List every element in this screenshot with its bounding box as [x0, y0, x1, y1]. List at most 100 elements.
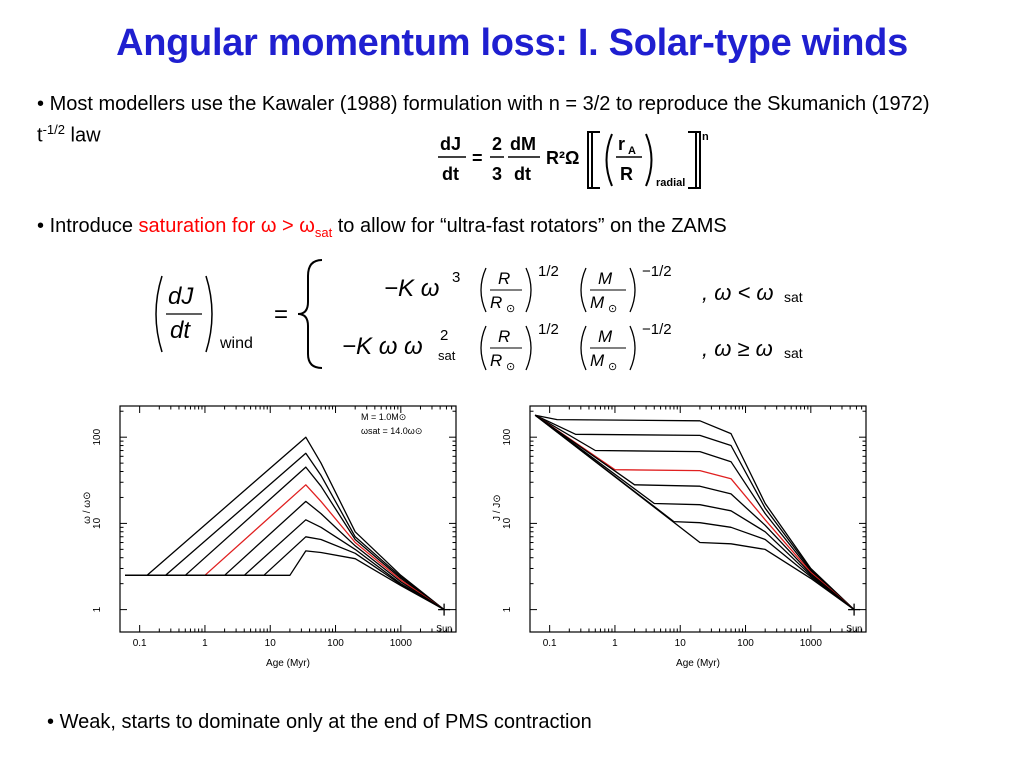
- eq1-dt2: dt: [514, 164, 531, 184]
- y-tick-label: 1: [92, 606, 103, 612]
- evolution-track: [534, 414, 855, 611]
- x-tick-label: 10: [265, 638, 277, 649]
- eq2-row1-msun-sub: ⊙: [608, 303, 617, 315]
- evolution-track: [534, 414, 855, 611]
- angular-momentum-vs-age-plot: 0.1 1 10 100 1000 1 10 100 Age (Myr) J / J⊙ Su…: [492, 405, 867, 669]
- y-axis-label: J / J⊙: [492, 494, 503, 521]
- eq2-row1-rsun: R: [490, 293, 502, 312]
- eq2-wind: wind: [219, 335, 253, 352]
- eq2-cond2: , ω ≥ ω: [702, 336, 773, 361]
- y-axis-ticks: 1 10 100: [92, 410, 456, 612]
- eq1-ra-sub: A: [628, 145, 636, 157]
- eq2-row2-rsun: R: [490, 351, 502, 370]
- plot-frame: [529, 405, 867, 633]
- eq2-row2-mhalf: −1/2: [642, 321, 672, 338]
- saturation-sub: sat: [314, 225, 333, 240]
- frame: [529, 405, 867, 633]
- sun-label: Sun: [846, 624, 862, 634]
- evolution-track: [125, 550, 445, 611]
- bullet-weak: • Weak, starts to dominate only at the e…: [47, 710, 947, 735]
- kawaler-equation: dJ dt = 2 3 dM dt R²Ω r A R radial n: [438, 131, 709, 189]
- x-axis-ticks: 0.1 1 10 100 1000: [543, 406, 867, 649]
- eq1-ra: r: [618, 134, 625, 154]
- eq1-n: n: [702, 131, 709, 143]
- eq2-cond1-sub: sat: [784, 289, 803, 305]
- eq1-r: R: [620, 164, 633, 184]
- bullet-kawaler: • Most modellers use the Kawaler (1988) …: [37, 92, 937, 149]
- y-axis-ticks: 1 10 100: [502, 410, 866, 612]
- x-tick-label: 10: [675, 638, 687, 649]
- evolution-track: [125, 452, 445, 611]
- evolution-track: [125, 436, 445, 611]
- eq1-eq: =: [472, 148, 483, 168]
- eq1-three: 3: [492, 164, 502, 184]
- legend-mass: M = 1.0M⊙: [361, 412, 406, 422]
- eq1-radial: radial: [656, 177, 685, 189]
- x-tick-label: 100: [327, 638, 344, 649]
- frame: [119, 405, 457, 633]
- eq1-dj: dJ: [440, 134, 461, 154]
- eq2-cond2-sub: sat: [784, 345, 803, 361]
- plot-lines: [534, 414, 861, 616]
- eq2-row1-rsun-sub: ⊙: [506, 303, 515, 315]
- y-tick-label: 10: [92, 517, 103, 529]
- eq2-row2-rsun-sub: ⊙: [506, 361, 515, 373]
- y-tick-label: 10: [502, 517, 513, 529]
- eq2-cond1: , ω < ω: [702, 280, 774, 305]
- bullet-marker: •: [37, 215, 45, 237]
- evolution-track: [534, 414, 855, 611]
- bullet-marker: •: [37, 93, 45, 115]
- y-tick-label: 100: [92, 428, 103, 445]
- bullet-suffix: to allow for “ultra-fast rotators” on th…: [332, 215, 727, 237]
- eq2-row2-pow: 2: [440, 327, 448, 344]
- legend-omega-sat: ωsat = 14.0ω⊙: [361, 426, 422, 436]
- eq2-eq: =: [274, 301, 288, 328]
- eq2-dj: dJ: [168, 283, 194, 310]
- eq2-row2-msun-sub: ⊙: [608, 361, 617, 373]
- eq1-r2omega: R²Ω: [546, 148, 579, 168]
- x-tick-label: 100: [737, 638, 754, 649]
- plot-lines: [125, 436, 451, 616]
- eq1-dt: dt: [442, 164, 459, 184]
- eq2-row2-m: M: [598, 327, 613, 346]
- eq2-row1-coef: −K ω: [384, 275, 439, 302]
- evolution-track: [534, 414, 855, 611]
- eq2-row2-coef: −K ω ω: [342, 333, 423, 360]
- evolution-track: [534, 414, 855, 611]
- sun-label: Sun: [436, 624, 452, 634]
- bullet-text: Weak, starts to dominate only at the end…: [59, 711, 592, 733]
- x-tick-label: 1: [612, 638, 618, 649]
- slide-title: Angular momentum loss: I. Solar-type win…: [116, 22, 908, 64]
- eq2-row1-half: 1/2: [538, 263, 559, 280]
- plot-frame: [119, 405, 457, 633]
- eq2-row1-mhalf: −1/2: [642, 263, 672, 280]
- x-tick-label: 1: [202, 638, 208, 649]
- eq2-row1-m: M: [598, 269, 613, 288]
- y-axis-label: ω / ω⊙: [82, 492, 93, 524]
- x-tick-label: 0.1: [543, 638, 557, 649]
- bullet-text: Most modellers use the Kawaler (1988) fo…: [37, 93, 930, 147]
- eq2-dt: dt: [170, 317, 191, 344]
- eq1-two: 2: [492, 134, 502, 154]
- eq2-row2-sub: sat: [438, 348, 456, 363]
- x-tick-label: 0.1: [133, 638, 147, 649]
- x-axis-ticks: 0.1 1 10 100 1000: [133, 406, 457, 649]
- bullet-suffix: law: [64, 124, 101, 147]
- x-tick-label: 1000: [390, 638, 413, 649]
- eq1-dm: dM: [510, 134, 536, 154]
- x-tick-label: 1000: [800, 638, 823, 649]
- wind-equation: dJ dt wind = −K ω 3 R R ⊙ 1/2 M M ⊙ −1/2…: [155, 259, 803, 373]
- x-axis-label: Age (Myr): [676, 658, 720, 669]
- eq2-row2-r: R: [498, 327, 510, 346]
- saturation-highlight: saturation for ω > ω: [138, 215, 315, 237]
- eq2-row2-msun: M: [590, 351, 605, 370]
- bullet-saturation: • Introduce saturation for ω > ωsat to a…: [37, 214, 997, 245]
- eq2-row1-r: R: [498, 269, 510, 288]
- bullet-superscript: -1/2: [42, 122, 65, 137]
- highlighted-track: [125, 484, 445, 611]
- evolution-track: [534, 414, 855, 611]
- bullet-prefix: Introduce: [49, 215, 139, 237]
- x-axis-label: Age (Myr): [266, 658, 310, 669]
- eq2-row1-pow: 3: [452, 269, 460, 286]
- bullet-marker: •: [47, 711, 55, 733]
